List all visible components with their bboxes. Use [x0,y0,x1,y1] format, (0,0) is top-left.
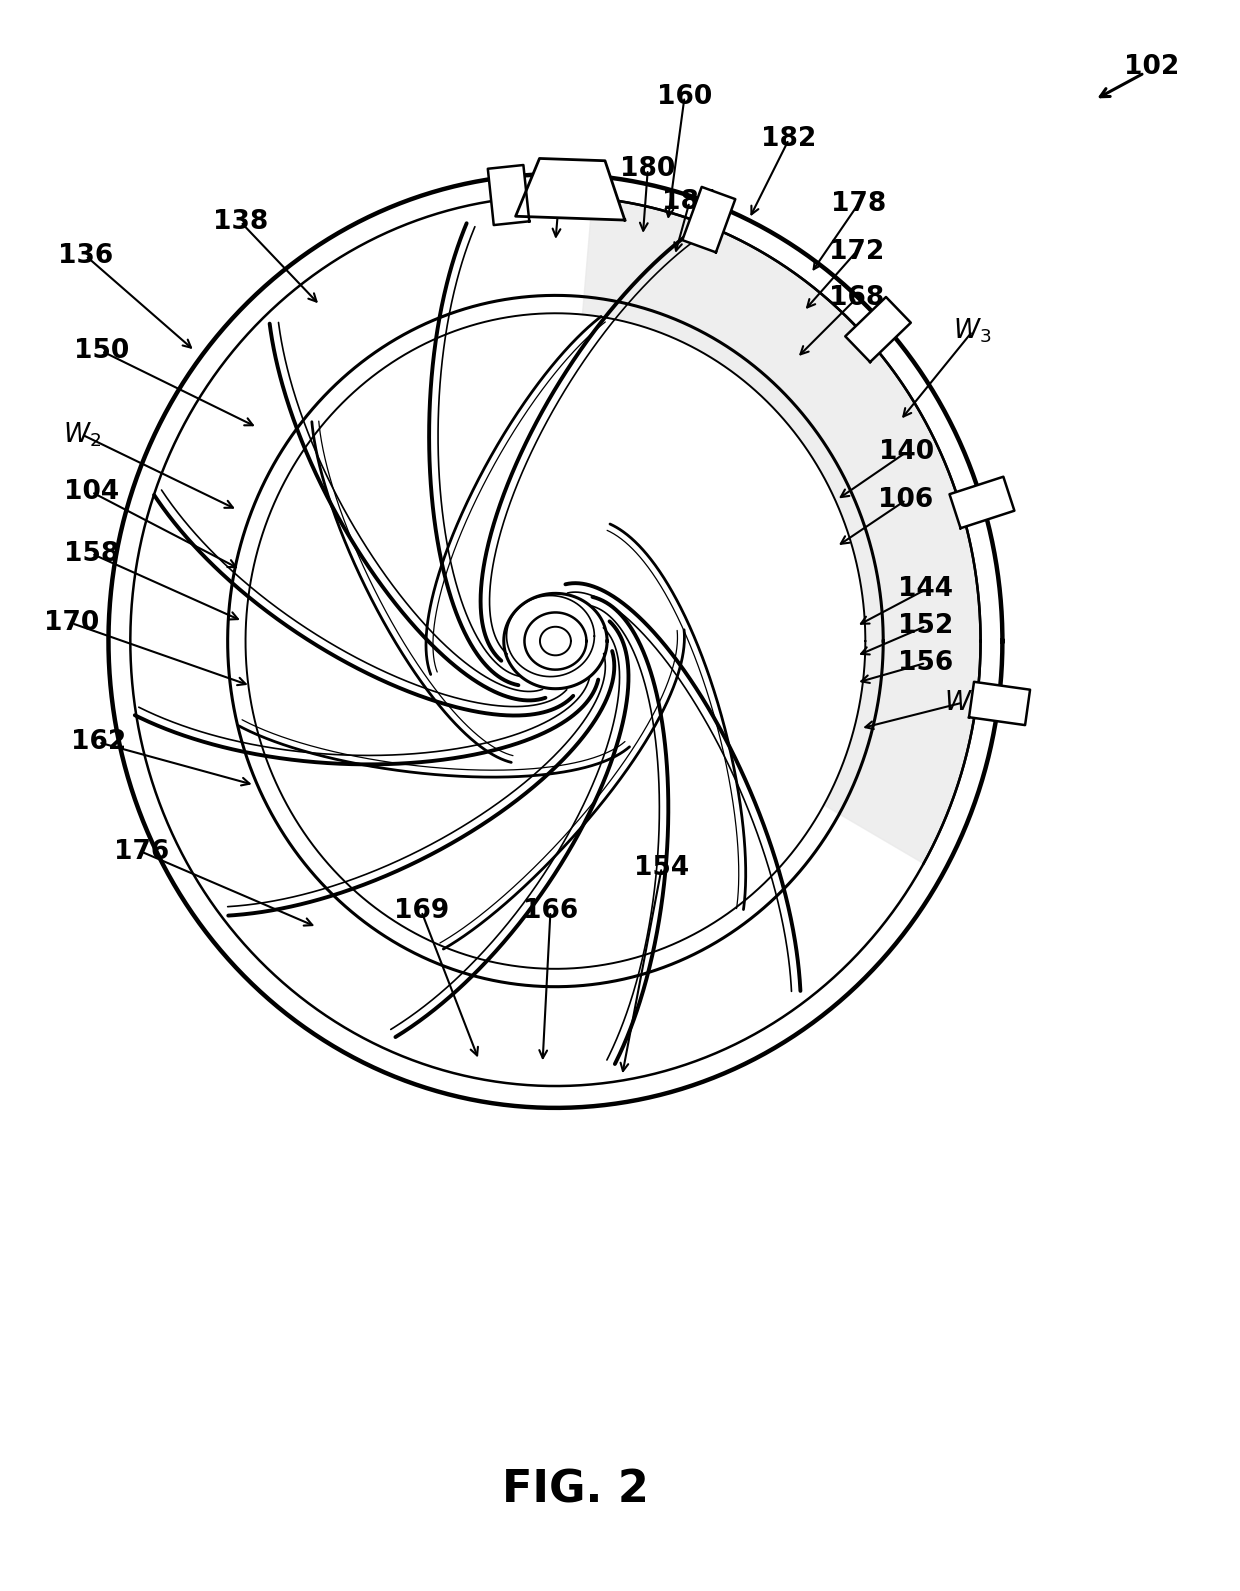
Text: 138: 138 [213,208,268,235]
Text: 154: 154 [634,854,689,880]
Text: FIG. 2: FIG. 2 [502,1468,649,1511]
Text: 180: 180 [620,156,676,183]
Polygon shape [583,197,981,864]
Text: 184: 184 [662,189,717,215]
Polygon shape [487,165,529,224]
Polygon shape [950,477,1014,528]
Text: 176: 176 [114,838,169,864]
Text: 156: 156 [898,649,954,676]
Text: 152: 152 [898,613,954,640]
Polygon shape [968,683,1030,725]
Text: 168: 168 [828,285,884,312]
Text: 150: 150 [74,337,129,364]
Text: $W_1$: $W_1$ [944,689,982,718]
Text: 166: 166 [523,899,578,924]
Text: $W_3$: $W_3$ [954,317,992,345]
Text: 102: 102 [1123,54,1179,80]
Text: 106: 106 [878,487,934,512]
Text: 182: 182 [761,126,816,153]
Text: $W_2$: $W_2$ [62,420,100,449]
Text: 169: 169 [394,899,449,924]
Text: 160: 160 [657,84,712,110]
Text: 158: 158 [64,541,119,566]
Polygon shape [682,186,735,253]
Text: 174: 174 [533,169,588,196]
Text: 172: 172 [828,239,884,264]
Text: 140: 140 [878,439,934,465]
Text: 170: 170 [45,611,99,636]
Text: 144: 144 [899,576,954,603]
Polygon shape [846,298,911,363]
Polygon shape [516,159,625,220]
Text: 162: 162 [71,729,126,756]
Text: 104: 104 [64,479,119,504]
Text: 178: 178 [831,191,887,216]
Text: 136: 136 [58,243,113,269]
